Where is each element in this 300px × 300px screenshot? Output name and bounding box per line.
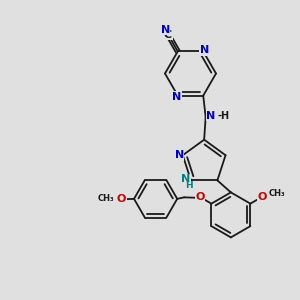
Text: CH₃: CH₃ [269,189,286,198]
Text: N: N [172,92,182,102]
Text: N: N [175,150,184,160]
Text: CH₃: CH₃ [98,194,114,203]
Text: O: O [258,192,267,202]
Text: H: H [186,181,193,190]
Text: N: N [181,174,190,184]
Text: N: N [206,111,216,121]
Text: C: C [164,29,172,40]
Text: O: O [117,194,126,204]
Text: N: N [161,25,170,35]
Text: N: N [200,45,209,55]
Text: -H: -H [218,111,230,121]
Text: O: O [195,192,205,202]
